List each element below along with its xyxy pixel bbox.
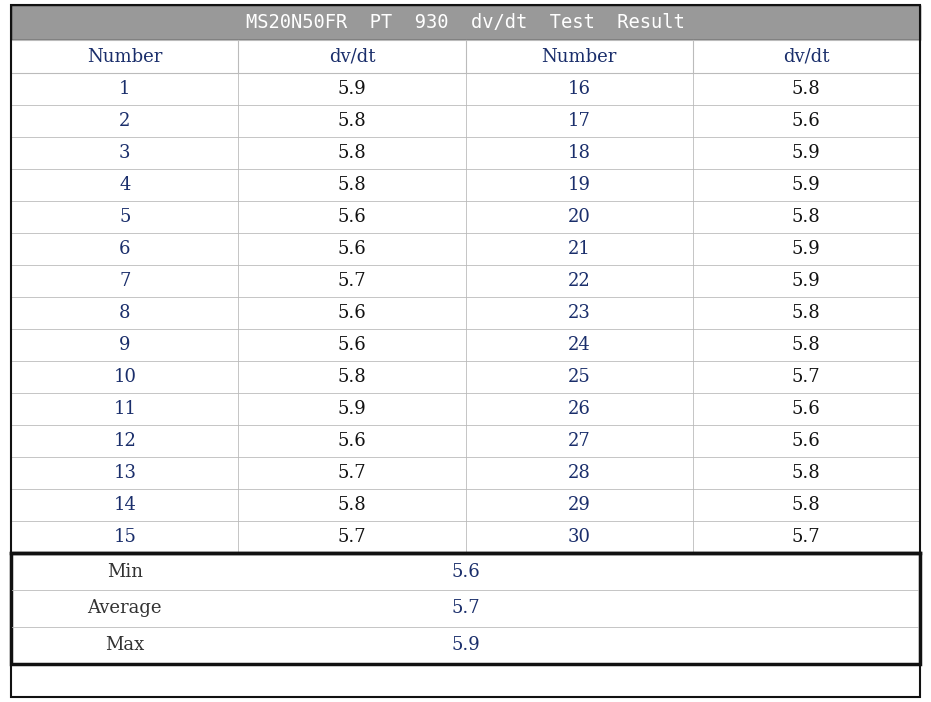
- Text: Number: Number: [88, 48, 162, 65]
- Text: 5.6: 5.6: [338, 304, 366, 322]
- Text: 5.7: 5.7: [338, 464, 366, 482]
- Text: 14: 14: [114, 496, 136, 514]
- Text: 5.7: 5.7: [792, 368, 820, 386]
- Text: 5.9: 5.9: [792, 176, 820, 194]
- Text: 5.9: 5.9: [792, 272, 820, 290]
- Text: 18: 18: [568, 144, 590, 162]
- Text: 12: 12: [114, 432, 136, 450]
- Text: 5.7: 5.7: [792, 528, 820, 546]
- Text: 5.7: 5.7: [338, 528, 366, 546]
- Bar: [11, 553, 920, 663]
- Text: 15: 15: [114, 528, 136, 546]
- Text: 5.7: 5.7: [338, 272, 366, 290]
- Text: 5.9: 5.9: [338, 80, 366, 98]
- Text: 5.6: 5.6: [452, 562, 479, 581]
- Bar: [11, 40, 920, 73]
- Text: 19: 19: [568, 176, 590, 194]
- Text: 23: 23: [568, 304, 590, 322]
- Text: 2: 2: [119, 112, 130, 130]
- Text: 5.8: 5.8: [792, 496, 820, 514]
- Text: 5.6: 5.6: [792, 432, 820, 450]
- Text: 5.9: 5.9: [792, 240, 820, 258]
- Text: 6: 6: [119, 240, 130, 258]
- Text: 5.8: 5.8: [792, 304, 820, 322]
- Text: 5.6: 5.6: [792, 112, 820, 130]
- Text: 1: 1: [119, 80, 130, 98]
- Text: 9: 9: [119, 336, 130, 354]
- Text: MS20N50FR  PT  930  dv/dt  Test  Result: MS20N50FR PT 930 dv/dt Test Result: [246, 13, 685, 32]
- Text: 5.6: 5.6: [338, 240, 366, 258]
- Text: 4: 4: [119, 176, 130, 194]
- Text: 5.6: 5.6: [792, 400, 820, 418]
- Text: 5.8: 5.8: [792, 80, 820, 98]
- Text: 25: 25: [568, 368, 590, 386]
- Text: 5.6: 5.6: [338, 336, 366, 354]
- Text: 17: 17: [568, 112, 590, 130]
- Text: 5.7: 5.7: [452, 600, 479, 618]
- Text: 27: 27: [568, 432, 590, 450]
- Text: 5.8: 5.8: [792, 336, 820, 354]
- Text: 7: 7: [119, 272, 130, 290]
- Text: 5.8: 5.8: [792, 464, 820, 482]
- Text: Number: Number: [542, 48, 616, 65]
- Text: 5.8: 5.8: [338, 496, 366, 514]
- Text: dv/dt: dv/dt: [783, 48, 830, 65]
- Text: 5: 5: [119, 208, 130, 226]
- Text: 24: 24: [568, 336, 590, 354]
- Text: Average: Average: [88, 600, 162, 618]
- Text: 3: 3: [119, 144, 130, 162]
- Text: 5.6: 5.6: [338, 432, 366, 450]
- Text: 11: 11: [114, 400, 136, 418]
- Text: 5.9: 5.9: [338, 400, 366, 418]
- Text: 20: 20: [568, 208, 590, 226]
- Text: 5.8: 5.8: [338, 176, 366, 194]
- Text: 21: 21: [568, 240, 590, 258]
- Text: 29: 29: [568, 496, 590, 514]
- Text: 5.8: 5.8: [338, 368, 366, 386]
- Text: 13: 13: [114, 464, 136, 482]
- Text: 16: 16: [568, 80, 590, 98]
- Text: 5.8: 5.8: [792, 208, 820, 226]
- Text: 26: 26: [568, 400, 590, 418]
- Text: 22: 22: [568, 272, 590, 290]
- Text: 5.9: 5.9: [452, 636, 479, 654]
- Text: 5.9: 5.9: [792, 144, 820, 162]
- Text: 30: 30: [568, 528, 590, 546]
- Text: 8: 8: [119, 304, 130, 322]
- Text: 5.6: 5.6: [338, 208, 366, 226]
- Text: 28: 28: [568, 464, 590, 482]
- Text: Max: Max: [105, 636, 144, 654]
- Text: 5.8: 5.8: [338, 112, 366, 130]
- Text: dv/dt: dv/dt: [329, 48, 375, 65]
- Text: Min: Min: [107, 562, 142, 581]
- Bar: [11, 5, 920, 40]
- Text: 5.8: 5.8: [338, 144, 366, 162]
- Text: 10: 10: [114, 368, 136, 386]
